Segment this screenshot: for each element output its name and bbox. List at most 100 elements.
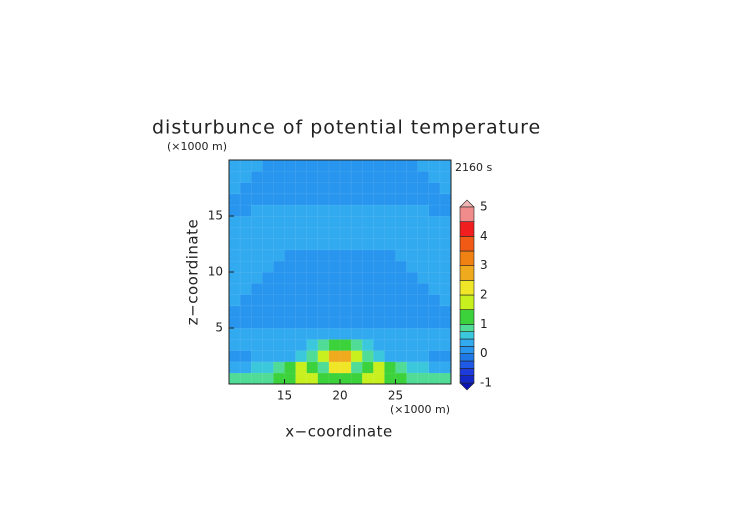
contour-cell	[284, 215, 297, 228]
contour-cell	[239, 170, 252, 183]
contour-cell	[339, 260, 352, 273]
contour-cell	[284, 238, 297, 251]
contour-cell	[384, 350, 397, 363]
contour-cell	[273, 294, 286, 307]
contour-cell	[228, 282, 241, 295]
contour-cell	[395, 204, 408, 217]
contour-cell	[417, 215, 430, 228]
contour-cell	[273, 226, 286, 239]
contour-cell	[317, 249, 330, 262]
contour-cell	[306, 215, 319, 228]
contour-cell	[295, 159, 308, 172]
contour-cell	[428, 338, 441, 351]
contour-cell	[250, 215, 263, 228]
contour-cell	[295, 249, 308, 262]
contour-cell	[406, 361, 419, 374]
contour-cell	[273, 361, 286, 374]
contour-cell	[306, 294, 319, 307]
contour-cell	[295, 193, 308, 206]
contour-cell	[339, 372, 352, 385]
contour-cell	[384, 282, 397, 295]
contour-cell	[406, 305, 419, 318]
contour-cell	[328, 226, 341, 239]
contour-cell	[328, 249, 341, 262]
contour-cell	[406, 294, 419, 307]
contour-cell	[406, 226, 419, 239]
colorbar-tick-label: 2	[480, 288, 488, 302]
contour-cell	[406, 372, 419, 385]
contour-cell	[273, 182, 286, 195]
contour-cell	[395, 372, 408, 385]
contour-cell	[306, 226, 319, 239]
contour-cell	[361, 372, 374, 385]
contour-cell	[239, 294, 252, 307]
contour-cell	[395, 249, 408, 262]
contour-cell	[317, 238, 330, 251]
contour-cell	[317, 159, 330, 172]
contour-cell	[228, 226, 241, 239]
contour-cell	[228, 361, 241, 374]
contour-cell	[439, 316, 452, 329]
contour-cell	[406, 350, 419, 363]
contour-cell	[250, 294, 263, 307]
contour-cell	[373, 372, 385, 385]
contour-cell	[295, 361, 308, 374]
contour-cell	[250, 338, 263, 351]
colorbar-extend-low	[459, 382, 475, 391]
contour-cell	[273, 249, 286, 262]
contour-cell	[350, 170, 363, 183]
colorbar-tick-label: 1	[480, 317, 488, 331]
contour-cell	[395, 338, 408, 351]
contour-cell	[339, 204, 352, 217]
contour-cell	[406, 182, 419, 195]
contour-cell	[373, 204, 385, 217]
contour-cell	[373, 170, 385, 183]
contour-cell	[306, 182, 319, 195]
contour-cell	[428, 260, 441, 273]
contour-cell	[284, 372, 297, 385]
colorbar-tick-label: 4	[480, 229, 488, 243]
contour-cell	[306, 372, 319, 385]
axes: 15 20 25 5 10 15 -1 0 1 2 3 4 5	[208, 159, 492, 403]
contour-cell	[262, 305, 274, 318]
contour-cell	[328, 316, 341, 329]
contour-cell	[417, 170, 430, 183]
contour-cell	[250, 170, 263, 183]
contour-cell	[339, 294, 352, 307]
contour-cell	[439, 215, 452, 228]
contour-cell	[295, 282, 308, 295]
contour-cell	[417, 361, 430, 374]
contour-cell	[384, 238, 397, 251]
contour-cell	[317, 338, 330, 351]
colorbar-box	[459, 368, 475, 376]
contour-cell	[395, 294, 408, 307]
contour-cell	[262, 350, 274, 363]
contour-cell	[339, 361, 352, 374]
contour-cell	[350, 361, 363, 374]
contour-cell	[350, 238, 363, 251]
contour-cell	[239, 260, 252, 273]
contour-cell	[284, 260, 297, 273]
colorbar-box	[459, 206, 475, 222]
contour-cell	[417, 260, 430, 273]
contour-cell	[317, 327, 330, 340]
contour-cell	[373, 361, 385, 374]
contour-cell	[317, 260, 330, 273]
contour-cell	[262, 361, 274, 374]
contour-cell	[373, 305, 385, 318]
contour-cell	[228, 159, 241, 172]
colorbar-box	[459, 280, 475, 296]
contour-cell	[306, 193, 319, 206]
contour-cell	[317, 361, 330, 374]
contour-cell	[428, 294, 441, 307]
contour-cell	[395, 193, 408, 206]
x-tick-label: 15	[277, 389, 292, 403]
chart-title: disturbunce of potential temperature	[152, 117, 541, 139]
contour-cell	[428, 316, 441, 329]
contour-cell	[361, 226, 374, 239]
contour-cell	[262, 327, 274, 340]
contour-cell	[284, 193, 297, 206]
contour-cell	[428, 282, 441, 295]
contour-cell	[395, 182, 408, 195]
contour-cell	[328, 159, 341, 172]
